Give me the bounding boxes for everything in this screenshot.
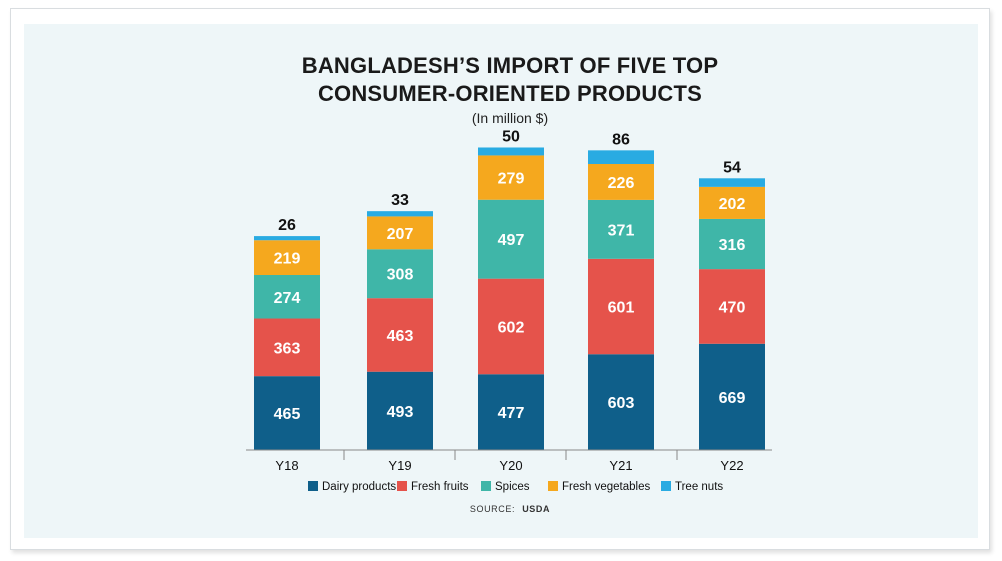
bar-segment-fresh-vegetables-y19	[367, 216, 433, 250]
value-label-tree-nuts-y21: 86	[612, 131, 630, 148]
legend-label-fresh-vegetables: Fresh vegetables	[562, 481, 650, 493]
value-label-dairy-products-y21: 603	[608, 395, 635, 412]
value-label-dairy-products-y19: 493	[387, 404, 414, 421]
legend: Dairy products Fresh fruits Spices Fresh ve…	[308, 481, 723, 493]
bar-segment-fresh-fruits-y21	[588, 258, 654, 355]
x-tick-label-y18: Y18	[275, 458, 298, 473]
chart-panel: BANGLADESH’S IMPORT OF FIVE TOP CONSUMER…	[24, 24, 978, 538]
bar-segment-tree-nuts-y21	[588, 150, 654, 165]
bar-segment-fresh-vegetables-y18	[254, 240, 320, 276]
source-label: SOURCE:	[470, 504, 515, 514]
value-label-fresh-vegetables-y22: 202	[719, 196, 746, 213]
value-label-fresh-vegetables-y18: 219	[274, 251, 301, 268]
value-label-tree-nuts-y20: 50	[502, 128, 520, 145]
bar-segment-fresh-fruits-y22	[699, 269, 765, 344]
bar-segment-dairy-products-y22	[699, 343, 765, 450]
value-label-fresh-fruits-y20: 602	[498, 319, 525, 336]
stacked-bar-chart: BANGLADESH’S IMPORT OF FIVE TOP CONSUMER…	[246, 53, 772, 514]
bar-segment-fresh-fruits-y18	[254, 318, 320, 377]
chart-subtitle: (In million $)	[472, 110, 548, 126]
x-tick-label-y21: Y21	[609, 458, 632, 473]
value-label-dairy-products-y18: 465	[274, 406, 301, 423]
value-label-spices-y22: 316	[719, 237, 746, 254]
value-label-dairy-products-y20: 477	[498, 405, 525, 422]
value-label-spices-y19: 308	[387, 267, 414, 284]
value-label-tree-nuts-y22: 54	[723, 159, 741, 176]
bar-segment-tree-nuts-y19	[367, 211, 433, 217]
legend-swatch-tree-nuts	[661, 481, 671, 491]
x-tick-label-y20: Y20	[499, 458, 522, 473]
value-label-fresh-fruits-y19: 463	[387, 328, 414, 345]
legend-label-tree-nuts: Tree nuts	[675, 481, 723, 493]
bar-segment-dairy-products-y21	[588, 354, 654, 450]
x-axis: Y18 Y19 Y20 Y21 Y22	[246, 449, 772, 473]
bar-segment-dairy-products-y19	[367, 371, 433, 450]
bar-segment-fresh-vegetables-y20	[478, 155, 544, 200]
legend-swatch-fresh-fruits	[397, 481, 407, 491]
bar-segment-fresh-vegetables-y22	[699, 186, 765, 219]
value-label-fresh-vegetables-y19: 207	[387, 226, 414, 243]
x-tick-label-y19: Y19	[388, 458, 411, 473]
bar-segment-spices-y20	[478, 199, 544, 279]
source-note: SOURCE: USDA	[470, 504, 550, 514]
value-label-fresh-fruits-y22: 470	[719, 299, 746, 316]
legend-label-spices: Spices	[495, 481, 530, 493]
bars-group: 465 363 274 219 26 493 463 308 207 33 477 602 497 279…	[254, 128, 765, 450]
value-label-dairy-products-y22: 669	[719, 390, 746, 407]
value-label-tree-nuts-y18: 26	[278, 217, 296, 234]
value-label-tree-nuts-y19: 33	[391, 192, 409, 209]
bar-segment-tree-nuts-y20	[478, 147, 544, 156]
bar-segment-spices-y22	[699, 218, 765, 270]
value-label-fresh-vegetables-y21: 226	[608, 175, 635, 192]
value-label-spices-y21: 371	[608, 222, 635, 239]
source-value: USDA	[522, 504, 550, 514]
value-label-fresh-fruits-y21: 601	[608, 300, 635, 317]
value-label-fresh-vegetables-y20: 279	[498, 171, 525, 188]
legend-swatch-fresh-vegetables	[548, 481, 558, 491]
bar-segment-spices-y18	[254, 275, 320, 319]
bar-segment-fresh-vegetables-y21	[588, 164, 654, 200]
legend-swatch-spices	[481, 481, 491, 491]
value-label-spices-y20: 497	[498, 232, 525, 249]
legend-label-fresh-fruits: Fresh fruits	[411, 481, 469, 493]
bar-segment-tree-nuts-y22	[699, 178, 765, 187]
bar-segment-tree-nuts-y18	[254, 236, 320, 241]
bar-segment-fresh-fruits-y19	[367, 298, 433, 372]
bar-segment-spices-y19	[367, 249, 433, 299]
bar-segment-spices-y21	[588, 199, 654, 259]
chart-title-line-1: BANGLADESH’S IMPORT OF FIVE TOP	[302, 53, 719, 78]
bar-segment-fresh-fruits-y20	[478, 278, 544, 375]
x-tick-label-y22: Y22	[720, 458, 743, 473]
bar-segment-dairy-products-y20	[478, 374, 544, 450]
value-label-spices-y18: 274	[274, 290, 301, 307]
legend-label-dairy-products: Dairy products	[322, 481, 396, 493]
value-label-fresh-fruits-y18: 363	[274, 340, 301, 357]
bar-segment-dairy-products-y18	[254, 376, 320, 450]
chart-title-line-2: CONSUMER-ORIENTED PRODUCTS	[318, 81, 702, 106]
legend-swatch-dairy-products	[308, 481, 318, 491]
